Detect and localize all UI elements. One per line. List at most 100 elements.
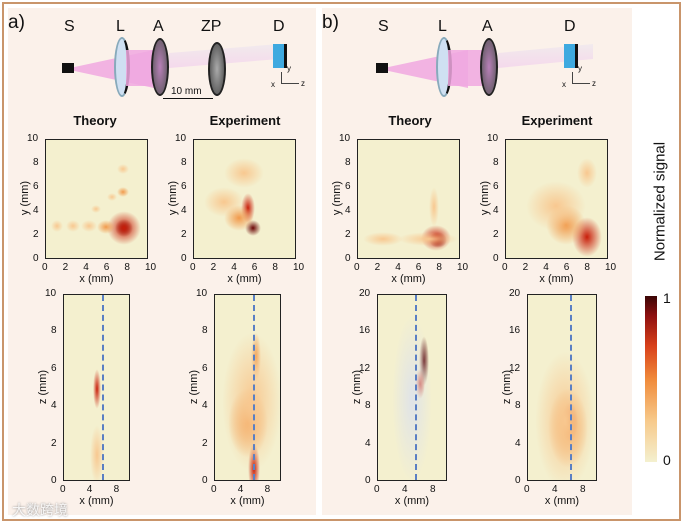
theory-title: Theory <box>388 113 432 128</box>
zone-plate-label: ZP <box>201 18 222 35</box>
y-tick-label: 16 <box>359 325 371 337</box>
x-tick-label: 10 <box>457 262 469 273</box>
theory-xz-plot-a <box>63 294 130 481</box>
x-tick-label: 0 <box>374 484 380 495</box>
y-axis-label: z (mm) <box>37 369 49 404</box>
y-tick-label: 4 <box>202 400 208 412</box>
y-tick-label: 0 <box>33 253 39 264</box>
x-tick-label: 4 <box>395 262 401 273</box>
x-axis-label: x (mm) <box>539 273 574 285</box>
x-tick-label: 0 <box>190 262 196 273</box>
x-tick-label: 6 <box>103 262 110 273</box>
y-tick-label: 6 <box>493 181 499 192</box>
panel_a-label: a) <box>8 12 25 33</box>
intensity-spot <box>221 332 280 472</box>
y-axis-label: y (mm) <box>479 180 491 216</box>
y-tick-label: 4 <box>493 205 499 216</box>
experiment-xz-plot-a <box>214 294 281 481</box>
aperture-label: A <box>153 18 164 35</box>
beam-axis-dashed-line <box>570 295 573 480</box>
experiment-xz-plot-b <box>527 294 597 481</box>
y-tick-label: 6 <box>33 181 39 192</box>
x-tick-label: 10 <box>293 262 305 273</box>
aperture-icon <box>151 38 169 96</box>
y-tick-label: 2 <box>51 437 57 449</box>
x-tick-label: 4 <box>83 262 89 273</box>
y-tick-label: 0 <box>202 475 208 486</box>
colorbar-min: 0 <box>663 452 671 468</box>
intensity-spot <box>66 220 81 233</box>
x-tick-label: 8 <box>264 484 271 495</box>
y-tick-label: 16 <box>509 325 521 337</box>
y-tick-label: 6 <box>51 362 57 374</box>
colorbar-label: Normalized signal <box>651 141 669 262</box>
x-tick-label: 4 <box>86 484 93 495</box>
y-tick-label: 8 <box>51 325 57 337</box>
y-tick-label: 2 <box>345 229 351 240</box>
y-tick-label: 6 <box>345 181 351 192</box>
x-tick-label: 2 <box>210 262 217 273</box>
x-axis-label: x (mm) <box>394 495 430 507</box>
intensity-spot <box>51 220 64 233</box>
x-tick-label: 6 <box>563 262 570 273</box>
y-tick-label: 12 <box>359 362 371 374</box>
y-tick-label: 8 <box>33 157 39 168</box>
watermark: 大数跨境 <box>12 502 68 518</box>
x-tick-label: 8 <box>436 262 442 273</box>
panel_b-label: b) <box>322 12 339 33</box>
source-label: S <box>64 18 75 35</box>
experiment-title: Experiment <box>521 113 593 128</box>
experiment-xy-plot-a <box>193 139 296 259</box>
experiment-title: Experiment <box>209 113 281 128</box>
x-tick-label: 0 <box>60 484 66 495</box>
axis-x-label: x <box>271 80 275 89</box>
x-tick-label: 6 <box>251 262 258 273</box>
x-tick-label: 2 <box>62 262 69 273</box>
beam-axis-dashed-line <box>414 295 417 480</box>
y-tick-label: 0 <box>181 253 187 264</box>
intensity-spot <box>428 187 439 228</box>
theory-xy-plot-b <box>357 139 460 259</box>
distance-arrow <box>163 98 213 99</box>
x-tick-label: 4 <box>552 484 558 495</box>
y-tick-label: 2 <box>202 437 208 449</box>
aperture-icon <box>480 38 498 96</box>
y-tick-label: 4 <box>181 205 187 216</box>
y-tick-label: 6 <box>202 362 208 374</box>
y-tick-label: 12 <box>509 362 521 374</box>
x-tick-label: 0 <box>524 484 530 495</box>
y-tick-label: 10 <box>196 288 208 299</box>
y-tick-label: 4 <box>515 437 521 449</box>
experiment-xy-plot-b <box>505 139 608 259</box>
y-tick-label: 10 <box>45 288 57 299</box>
intensity-spot <box>90 424 104 480</box>
intensity-spot <box>204 187 245 218</box>
x-tick-label: 0 <box>42 262 48 273</box>
theory-title: Theory <box>73 113 117 128</box>
y-tick-label: 6 <box>181 181 187 192</box>
x-tick-label: 2 <box>374 262 381 273</box>
beam-axis-dashed-line <box>101 295 104 480</box>
distance-label: 10 mm <box>171 86 202 97</box>
y-axis-label: z (mm) <box>501 369 513 404</box>
x-tick-label: 0 <box>211 484 217 495</box>
intensity-spot <box>106 193 117 202</box>
beam-axis-dashed-line <box>252 295 255 480</box>
x-axis-label: x (mm) <box>544 495 580 507</box>
intensity-spot <box>576 157 597 188</box>
x-tick-label: 8 <box>584 262 590 273</box>
lens-label: L <box>438 18 447 35</box>
y-tick-label: 8 <box>515 400 521 412</box>
x-tick-label: 6 <box>415 262 422 273</box>
x-tick-label: 8 <box>272 262 278 273</box>
x-axis-label: x (mm) <box>391 273 426 285</box>
intensity-spot <box>116 163 129 174</box>
theory-xz-plot-b <box>377 294 447 481</box>
intensity-spot <box>116 187 129 198</box>
y-tick-label: 20 <box>359 288 371 299</box>
x-tick-label: 10 <box>145 262 157 273</box>
y-tick-label: 10 <box>27 133 39 144</box>
source-label: S <box>378 18 389 35</box>
x-tick-label: 4 <box>402 484 408 495</box>
y-axis-label: y (mm) <box>19 180 31 216</box>
